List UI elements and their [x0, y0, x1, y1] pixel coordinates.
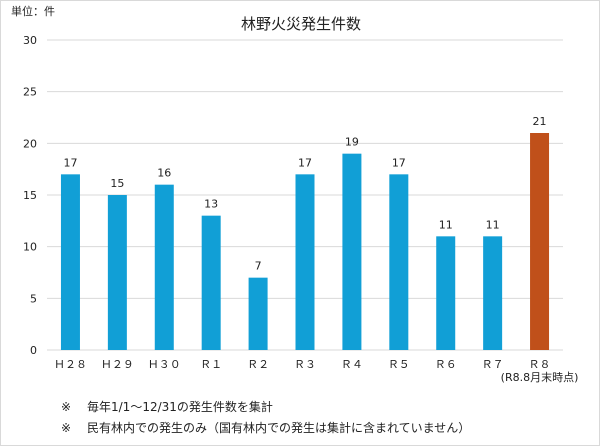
bar-value-label: 17: [63, 156, 77, 169]
bar-value-label: 7: [255, 260, 262, 273]
bar-8: [389, 174, 409, 350]
y-tick-label: 15: [23, 189, 37, 202]
bar-value-label: 11: [439, 218, 453, 231]
bar-10: [483, 236, 503, 350]
bar-2: [107, 195, 127, 350]
bar-9: [436, 236, 456, 350]
unit-label: 単位：件: [11, 4, 55, 18]
bar-3: [154, 184, 174, 350]
x-axis-ticks: Ｈ２８ Ｈ２９ Ｈ３０ Ｒ１ Ｒ２ Ｒ３ Ｒ４ Ｒ５ Ｒ６ Ｒ７ Ｒ８(R8.8月末時点): [54, 358, 578, 384]
x-tick-label: Ｒ４: [341, 358, 363, 371]
bar-4: [201, 215, 221, 350]
y-tick-label: 30: [23, 34, 37, 47]
bar-5: [248, 277, 268, 350]
x-tick-label: Ｈ２９: [101, 358, 134, 371]
x-tick-label: Ｒ５: [388, 358, 410, 371]
x-tick-label: Ｈ２８: [54, 358, 87, 371]
bar-1: [60, 174, 80, 350]
bar-value-label: 21: [533, 115, 547, 128]
y-tick-label: 5: [30, 292, 37, 305]
chart-title: 林野火災発生件数: [241, 15, 361, 33]
x-tick-label: Ｒ１: [200, 358, 222, 371]
x-tick-label: Ｒ２: [247, 358, 269, 371]
bar-value-label: 17: [298, 156, 312, 169]
x-tick-label: Ｒ７: [482, 358, 504, 371]
bar-value-label: 17: [392, 156, 406, 169]
note-2-mark: ※: [61, 421, 72, 435]
note-1-mark: ※: [61, 400, 72, 414]
note-2-text: 民有林内での発生のみ（国有林内での発生は集計に含まれていません）: [87, 421, 471, 435]
note-1: ※ 毎年1/1～12/31の発生件数を集計: [61, 398, 273, 415]
bar-6: [295, 174, 315, 350]
y-tick-label: 20: [23, 137, 37, 150]
bar-value-label: 13: [204, 198, 218, 211]
x-tick-label: Ｒ３: [294, 358, 316, 371]
note-2: ※ 民有林内での発生のみ（国有林内での発生は集計に含まれていません）: [61, 419, 470, 436]
bar-value-label: 15: [110, 177, 124, 190]
y-axis-ticks: 0 5 10 15 20 25 30: [23, 34, 37, 357]
bars: [60, 133, 550, 350]
x-tick-label: Ｒ８: [529, 358, 551, 371]
bar-11: [530, 133, 550, 350]
y-tick-label: 0: [30, 344, 37, 357]
bar-value-label: 16: [157, 167, 171, 180]
bar-value-label: 11: [486, 218, 500, 231]
bar-value-label: 19: [345, 136, 359, 149]
y-tick-label: 10: [23, 241, 37, 254]
x-tick-label: Ｒ６: [435, 358, 457, 371]
bar-7: [342, 153, 362, 350]
x-tick-sublabel: (R8.8月末時点): [501, 370, 579, 384]
bar-value-labels: 17 15 16 13 7 17 19 17 11 11 21: [63, 115, 546, 273]
y-tick-label: 25: [23, 86, 37, 99]
note-1-text: 毎年1/1～12/31の発生件数を集計: [87, 400, 273, 414]
x-tick-label: Ｈ３０: [148, 358, 181, 371]
